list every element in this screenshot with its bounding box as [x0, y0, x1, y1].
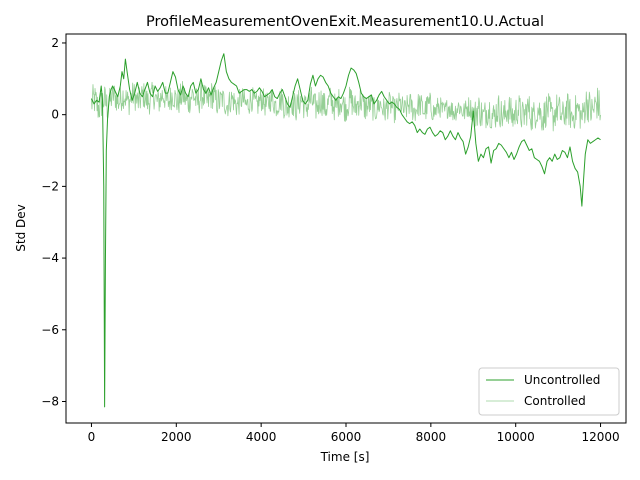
- y-tick-label: 0: [51, 108, 59, 122]
- x-axis-label: Time [s]: [320, 450, 370, 464]
- legend-label-controlled: Controlled: [524, 394, 586, 408]
- legend-label-uncontrolled: Uncontrolled: [524, 373, 600, 387]
- chart-title: ProfileMeasurementOvenExit.Measurement10…: [146, 14, 544, 30]
- y-tick-label: −2: [41, 179, 59, 193]
- x-tick-label: 6000: [331, 430, 362, 444]
- x-tick-label: 4000: [246, 430, 277, 444]
- plot-area: [90, 53, 601, 408]
- x-tick-label: 10000: [497, 430, 535, 444]
- y-tick-label: −4: [41, 251, 59, 265]
- y-tick-label: 2: [51, 36, 59, 50]
- x-tick-label: 8000: [416, 430, 447, 444]
- y-tick-label: −6: [41, 323, 59, 337]
- x-tick-label: 2000: [161, 430, 192, 444]
- y-axis-label: Std Dev: [14, 204, 28, 251]
- x-tick-label: 12000: [581, 430, 619, 444]
- series-line-uncontrolled: [90, 53, 601, 408]
- y-tick-label: −8: [41, 394, 59, 408]
- legend: Uncontrolled Controlled: [478, 367, 620, 416]
- x-tick-label: 0: [88, 430, 96, 444]
- series-line-controlled: [91, 80, 601, 132]
- x-axis: 0 2000 4000 6000 8000 10000 12000: [88, 423, 620, 444]
- y-axis: −8 −6 −4 −2 0 2: [41, 36, 66, 408]
